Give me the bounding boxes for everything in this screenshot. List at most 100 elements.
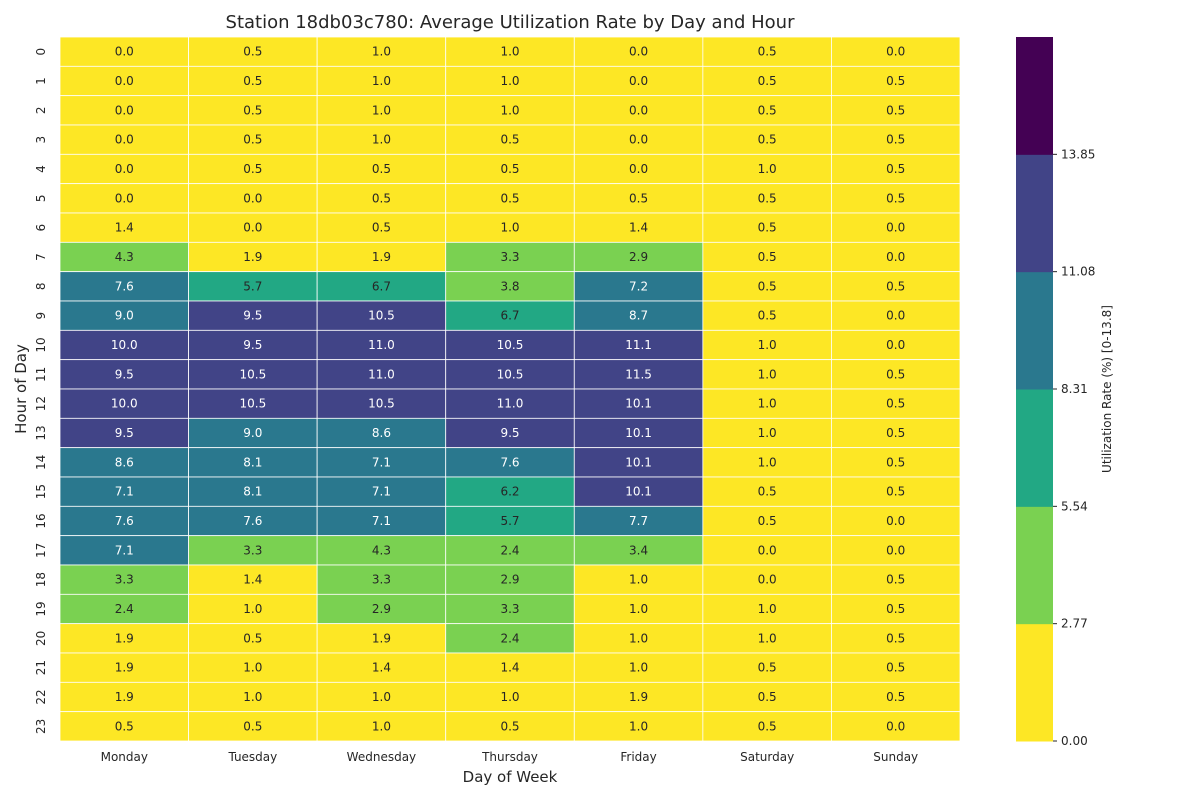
heatmap-cell bbox=[831, 476, 961, 507]
y-tick-label: 8 bbox=[34, 283, 48, 291]
heatmap-cell bbox=[316, 153, 447, 185]
cell-value-label: 1.4 bbox=[243, 573, 262, 587]
colorbar-segment bbox=[1016, 271, 1053, 390]
cell-value-label: 0.5 bbox=[886, 103, 905, 117]
heatmap-cell bbox=[445, 505, 575, 537]
cell-value-label: 0.0 bbox=[115, 45, 134, 59]
heatmap-cell bbox=[702, 447, 832, 478]
y-tick-label: 6 bbox=[34, 224, 48, 232]
heatmap-cell bbox=[573, 183, 704, 214]
cell-value-label: 0.5 bbox=[115, 719, 134, 733]
heatmap-cell bbox=[59, 711, 189, 742]
cell-value-label: 0.5 bbox=[886, 690, 905, 704]
cell-value-label: 9.5 bbox=[115, 426, 134, 440]
cell-value-label: 0.5 bbox=[886, 162, 905, 176]
heatmap-cell bbox=[188, 593, 318, 625]
heatmap-cell bbox=[445, 183, 575, 214]
y-tick-label: 9 bbox=[34, 312, 48, 320]
heatmap-cell bbox=[573, 271, 704, 302]
cell-value-label: 0.5 bbox=[886, 573, 905, 587]
cell-value-label: 0.5 bbox=[243, 74, 262, 88]
cell-value-label: 0.5 bbox=[372, 221, 391, 235]
heatmap-cell bbox=[188, 476, 318, 507]
heatmap-cell bbox=[59, 36, 189, 67]
y-tick-label: 20 bbox=[34, 631, 48, 646]
cell-value-label: 0.0 bbox=[758, 573, 777, 587]
heatmap-cell bbox=[188, 359, 318, 390]
heatmap-cell bbox=[831, 623, 961, 654]
cell-value-label: 0.5 bbox=[758, 250, 777, 264]
heatmap-cell bbox=[188, 652, 318, 683]
heatmap-cell bbox=[573, 623, 704, 654]
heatmap-cell bbox=[702, 417, 832, 449]
cell-value-label: 2.9 bbox=[629, 250, 648, 264]
heatmap-cell bbox=[702, 212, 832, 243]
cell-value-label: 0.5 bbox=[886, 191, 905, 205]
heatmap-cell bbox=[188, 329, 318, 361]
cell-value-label: 1.4 bbox=[500, 661, 519, 675]
heatmap-cell bbox=[316, 505, 447, 537]
cell-value-label: 11.0 bbox=[497, 397, 524, 411]
heatmap-cell bbox=[445, 241, 575, 273]
x-tick-label: Sunday bbox=[873, 750, 918, 764]
heatmap-cell bbox=[59, 183, 189, 214]
cell-value-label: 5.7 bbox=[243, 279, 262, 293]
cell-value-label: 1.9 bbox=[629, 690, 648, 704]
heatmap-cell bbox=[831, 329, 961, 361]
colorbar-tick-label: 11.08 bbox=[1061, 265, 1095, 279]
cell-value-label: 2.4 bbox=[115, 602, 134, 616]
cell-value-label: 0.5 bbox=[886, 455, 905, 469]
heatmap-cell bbox=[573, 329, 704, 361]
y-tick-label: 15 bbox=[34, 484, 48, 499]
heatmap-cell bbox=[573, 476, 704, 507]
cell-value-label: 1.0 bbox=[629, 602, 648, 616]
heatmap-cell bbox=[573, 359, 704, 390]
heatmap-cell bbox=[831, 681, 961, 713]
cell-value-label: 0.5 bbox=[758, 191, 777, 205]
cell-value-label: 0.5 bbox=[500, 719, 519, 733]
colorbar-tick-label: 5.54 bbox=[1061, 499, 1088, 513]
cell-value-label: 10.1 bbox=[625, 455, 652, 469]
cell-value-label: 0.5 bbox=[243, 133, 262, 147]
cell-value-label: 10.5 bbox=[239, 397, 266, 411]
cell-value-label: 7.1 bbox=[372, 514, 391, 528]
heatmap-cell bbox=[702, 329, 832, 361]
cell-value-label: 0.0 bbox=[115, 191, 134, 205]
heatmap-cell bbox=[316, 417, 447, 449]
cell-value-label: 10.5 bbox=[497, 367, 524, 381]
heatmap-cell bbox=[59, 241, 189, 273]
cell-value-label: 11.0 bbox=[368, 367, 395, 381]
cell-value-label: 1.0 bbox=[758, 455, 777, 469]
cell-value-label: 0.5 bbox=[886, 602, 905, 616]
cell-value-label: 1.0 bbox=[500, 690, 519, 704]
cell-value-label: 7.6 bbox=[500, 455, 519, 469]
cell-value-label: 0.5 bbox=[758, 103, 777, 117]
heatmap-cell bbox=[188, 564, 318, 595]
y-tick-label: 18 bbox=[34, 572, 48, 587]
colorbar-segment bbox=[1016, 154, 1053, 273]
cell-value-label: 1.0 bbox=[758, 338, 777, 352]
cell-value-label: 10.1 bbox=[625, 426, 652, 440]
heatmap-cell bbox=[59, 359, 189, 390]
heatmap-cell bbox=[59, 300, 189, 331]
cell-value-label: 0.5 bbox=[886, 74, 905, 88]
cell-value-label: 3.3 bbox=[500, 250, 519, 264]
cell-value-label: 9.5 bbox=[115, 367, 134, 381]
cell-value-label: 1.4 bbox=[372, 661, 391, 675]
y-tick-label: 22 bbox=[34, 689, 48, 704]
heatmap-cell bbox=[59, 65, 189, 97]
heatmap-cell bbox=[831, 95, 961, 126]
y-tick-label: 23 bbox=[34, 719, 48, 734]
heatmap-cell bbox=[573, 417, 704, 449]
cell-value-label: 7.2 bbox=[629, 279, 648, 293]
cell-value-label: 1.0 bbox=[500, 221, 519, 235]
heatmap-cell bbox=[59, 388, 189, 419]
cell-value-label: 9.5 bbox=[243, 309, 262, 323]
heatmap-cell bbox=[573, 388, 704, 419]
heatmap-cell bbox=[316, 36, 447, 67]
heatmap-cell bbox=[445, 417, 575, 449]
heatmap-cell bbox=[445, 447, 575, 478]
heatmap-cell bbox=[59, 124, 189, 155]
cell-value-label: 0.5 bbox=[886, 133, 905, 147]
